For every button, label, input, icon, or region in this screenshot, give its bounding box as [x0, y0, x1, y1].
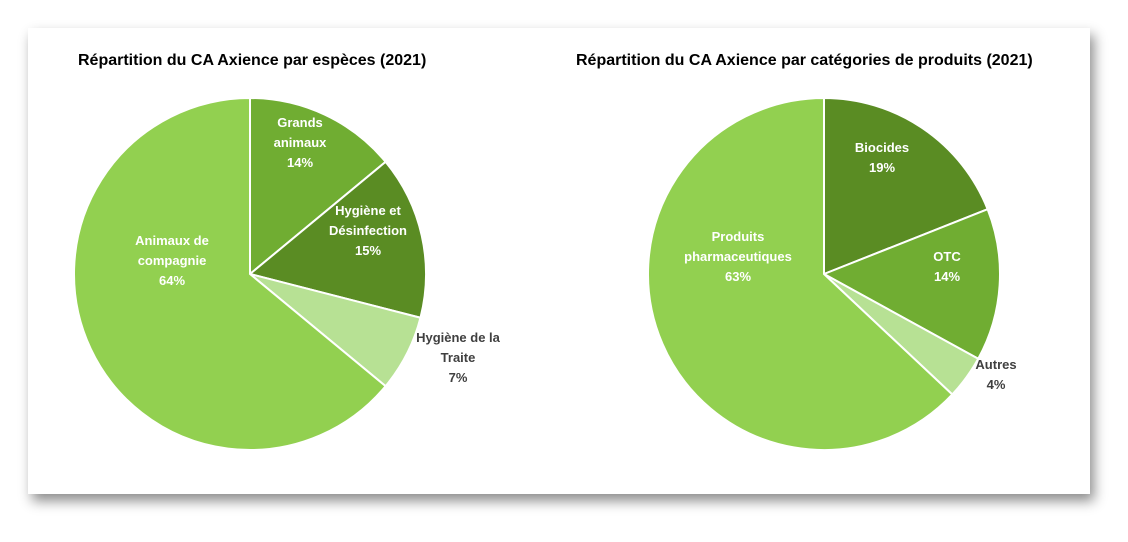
chart-title-especes: Répartition du CA Axience par espèces (2… — [78, 52, 427, 69]
pie-especes-slice-3 — [73, 96, 388, 451]
pie-categories-label-1: OTC 14% — [933, 249, 961, 284]
pie-categories-label-3-line-2: 63% — [725, 269, 751, 284]
pie-especes-label-2: Hygiène de la Traite 7% — [416, 330, 501, 385]
pie-categories-label-2-line-0: Autres — [975, 357, 1016, 372]
pie-categories-slice-1 — [821, 207, 1001, 361]
pie-chart-especes: Grands animaux 14% Hygiène et Désinfection 15… — [73, 96, 501, 451]
pie-especes-slice-1 — [247, 160, 427, 319]
pie-especes-label-2-line-1: Traite — [441, 350, 476, 365]
pie-especes-label-2-line-0: Hygiène de la — [416, 330, 501, 345]
pie-categories-slice-0 — [823, 96, 989, 276]
pie-categories-label-0: Biocides 19% — [855, 140, 909, 175]
pie-categories-label-3-line-1: pharmaceutiques — [684, 249, 792, 264]
pie-categories-slice-3 — [647, 96, 954, 451]
pie-especes-label-2-line-2: 7% — [449, 370, 468, 385]
pie-especes-label-3-line-1: compagnie — [138, 253, 207, 268]
pie-especes-label-0: Grands animaux 14% — [274, 115, 328, 170]
pie-categories-label-0-line-0: Biocides — [855, 140, 909, 155]
pie-categories-label-2: Autres 4% — [975, 357, 1016, 392]
pie-chart-categories: Biocides 19% OTC 14% Autres 4% Produits pharmac… — [647, 96, 1017, 451]
pie-categories-label-2-line-1: 4% — [987, 377, 1006, 392]
pie-especes-label-3-line-0: Animaux de — [135, 233, 209, 248]
pie-especes-label-1: Hygiène et Désinfection 15% — [329, 203, 407, 258]
pie-categories-label-1-line-1: 14% — [934, 269, 960, 284]
chart-title-categories: Répartition du CA Axience par catégories… — [576, 52, 1033, 69]
pie-especes-label-1-line-0: Hygiène et — [335, 203, 401, 218]
pie-especes-slice-0 — [249, 96, 388, 277]
pie-especes-label-1-line-2: 15% — [355, 243, 381, 258]
pie-categories-label-3-line-0: Produits — [712, 229, 765, 244]
pie-especes-label-3-line-2: 64% — [159, 273, 185, 288]
pie-categories-label-3: Produits pharmaceutiques 63% — [684, 229, 792, 284]
pie-especes-label-0-line-1: animaux — [274, 135, 328, 150]
pie-categories-label-1-line-0: OTC — [933, 249, 961, 264]
pie-categories-label-0-line-1: 19% — [869, 160, 895, 175]
pie-especes-label-3: Animaux de compagnie 64% — [135, 233, 209, 288]
pie-especes-label-1-line-1: Désinfection — [329, 223, 407, 238]
pie-especes-label-0-line-0: Grands — [277, 115, 323, 130]
pie-especes-label-0-line-2: 14% — [287, 155, 313, 170]
